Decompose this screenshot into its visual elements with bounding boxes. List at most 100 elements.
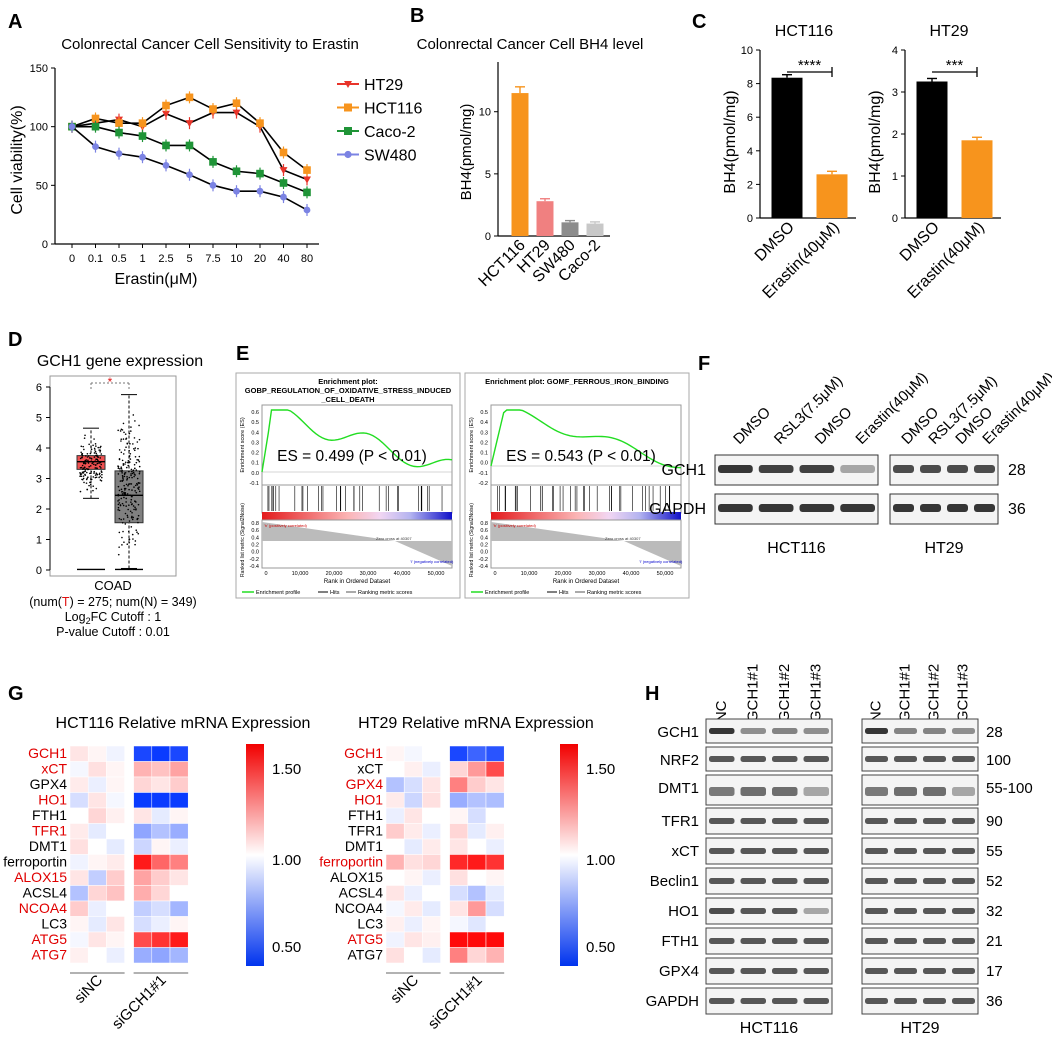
panel-c1-bar-0 bbox=[771, 77, 803, 218]
panel-d-point bbox=[137, 521, 139, 524]
panel-g-left-cell bbox=[106, 838, 125, 855]
panel-h-band bbox=[952, 756, 975, 762]
panel-d-point bbox=[79, 473, 82, 476]
panel-d-ytick-label: 3 bbox=[36, 474, 42, 486]
panel-d-point bbox=[89, 483, 92, 486]
panel-g-right-cell bbox=[485, 854, 505, 871]
panel-c1-ytick-label: 0 bbox=[747, 213, 753, 225]
panel-d-point bbox=[122, 438, 125, 440]
panel-g-right-cell bbox=[422, 745, 441, 762]
panel-e-legend-item: Hits bbox=[559, 590, 569, 596]
panel-g-left-title: HCT116 Relative mRNA Expression bbox=[56, 715, 311, 732]
panel-g-left-cell bbox=[133, 761, 153, 778]
panel-f-band bbox=[718, 504, 753, 512]
panel-d-point bbox=[84, 434, 86, 437]
panel-d-point bbox=[94, 476, 97, 479]
panel-g-heatmaps: HCT116 Relative mRNA Expression HT29 Rel… bbox=[3, 715, 615, 1033]
panel-d-point bbox=[86, 456, 89, 458]
panel-h-mw-label: 100 bbox=[986, 752, 1011, 769]
panel-h-band bbox=[772, 998, 798, 1004]
panel-d-point bbox=[129, 510, 132, 513]
panel-g-left-cell bbox=[106, 931, 125, 948]
panel-h-band bbox=[709, 818, 735, 824]
panel-h-band bbox=[740, 878, 766, 884]
panel-a-point-Caco-2 bbox=[185, 141, 194, 150]
panel-d-point bbox=[123, 431, 125, 434]
panel-d-point bbox=[95, 452, 98, 455]
panel-d-point bbox=[86, 477, 88, 480]
panel-label-d: D bbox=[8, 329, 22, 351]
panel-e-pos-label: 'h' (positively correlated) bbox=[264, 523, 308, 528]
panel-b-bar-HCT116 bbox=[511, 93, 529, 236]
panel-d-point bbox=[84, 462, 87, 465]
panel-e-title1-1: Enrichment plot: GOMF_FERROUS_IRON_BINDI… bbox=[485, 377, 669, 386]
panel-d-point bbox=[132, 516, 135, 519]
panel-a-point-Caco-2 bbox=[115, 128, 123, 137]
panel-g-right-cell bbox=[449, 807, 469, 824]
panel-e-gsea: Enrichment plot:GOBP_REGULATION_OF_OXIDA… bbox=[235, 372, 690, 599]
panel-c1-ytick-label: 6 bbox=[747, 112, 753, 124]
panel-g-left-gene-label: NCOA4 bbox=[19, 900, 67, 916]
panel-c2-ylabel: BH4(pmol/mg) bbox=[867, 90, 884, 193]
panel-d-point bbox=[117, 465, 119, 467]
panel-g-right-cell bbox=[403, 931, 423, 948]
panel-g-right-cell bbox=[449, 776, 469, 793]
panel-d-point bbox=[120, 440, 122, 442]
panel-d-point bbox=[94, 450, 97, 453]
panel-d-point bbox=[86, 467, 88, 470]
panel-g-right-cell bbox=[403, 776, 423, 793]
panel-d-point bbox=[121, 490, 124, 493]
panel-e-title3-0: _CELL_DEATH bbox=[320, 395, 374, 404]
panel-h-mw-label: 52 bbox=[986, 873, 1003, 890]
panel-h-band bbox=[740, 728, 766, 734]
panel-d-point bbox=[132, 471, 135, 474]
panel-g-left-scale-label: 1.50 bbox=[272, 761, 301, 778]
panel-d-point bbox=[122, 477, 124, 480]
panel-d-point bbox=[84, 459, 87, 462]
panel-h-row-label: HO1 bbox=[668, 903, 699, 920]
panel-d-point bbox=[132, 443, 134, 445]
panel-g-right-gene-label: DMT1 bbox=[345, 838, 383, 854]
panel-g-left-cell bbox=[151, 838, 171, 855]
panel-h-band bbox=[803, 818, 829, 824]
panel-d-point bbox=[134, 506, 136, 509]
panel-g-left-cell bbox=[106, 823, 125, 840]
panel-g-right-cell bbox=[403, 823, 423, 840]
panel-h-band bbox=[894, 848, 917, 854]
panel-g-right-cell bbox=[467, 947, 487, 964]
panel-f-band bbox=[758, 504, 794, 512]
panel-d-point bbox=[93, 463, 95, 466]
panel-a-xtick-label: 1 bbox=[139, 253, 145, 265]
panel-h-band bbox=[709, 848, 735, 854]
panel-g-left-cell bbox=[87, 900, 107, 917]
panel-d-point bbox=[135, 508, 137, 511]
panel-d-point bbox=[118, 531, 121, 534]
panel-d-point bbox=[100, 453, 103, 455]
panel-g-right-gene-label: ATG7 bbox=[347, 947, 383, 963]
panel-d-point bbox=[86, 452, 89, 455]
panel-a-point-SW480 bbox=[209, 181, 217, 189]
panel-h-band bbox=[894, 728, 917, 734]
panel-d-point bbox=[96, 454, 98, 456]
panel-d-point bbox=[136, 441, 139, 443]
panel-h-row-label: GAPDH bbox=[646, 993, 699, 1010]
panel-d-sig-star: * bbox=[108, 375, 113, 389]
panel-g-left-cell bbox=[87, 838, 107, 855]
panel-d-point bbox=[120, 488, 123, 491]
panel-d-point bbox=[94, 474, 97, 476]
panel-g-right-cell bbox=[385, 792, 405, 809]
panel-e-rank-ytick: -0.2 bbox=[479, 557, 488, 563]
panel-g-right-scale-label: 1.00 bbox=[586, 852, 615, 869]
panel-h-mw-label: 32 bbox=[986, 903, 1003, 920]
panel-d-point bbox=[127, 508, 129, 511]
panel-g-left-cell bbox=[87, 947, 107, 964]
panel-h-lane-label: siGCH1#1 bbox=[744, 664, 761, 733]
panel-label-g: G bbox=[8, 683, 24, 705]
panel-g-right-cell bbox=[449, 838, 469, 855]
panel-h-band bbox=[772, 818, 798, 824]
panel-d-point bbox=[121, 459, 124, 462]
panel-d-point bbox=[138, 486, 140, 488]
panel-d-point bbox=[122, 422, 125, 425]
panel-d-point bbox=[80, 451, 82, 454]
panel-e-rank-ytick: 0.2 bbox=[251, 543, 259, 549]
